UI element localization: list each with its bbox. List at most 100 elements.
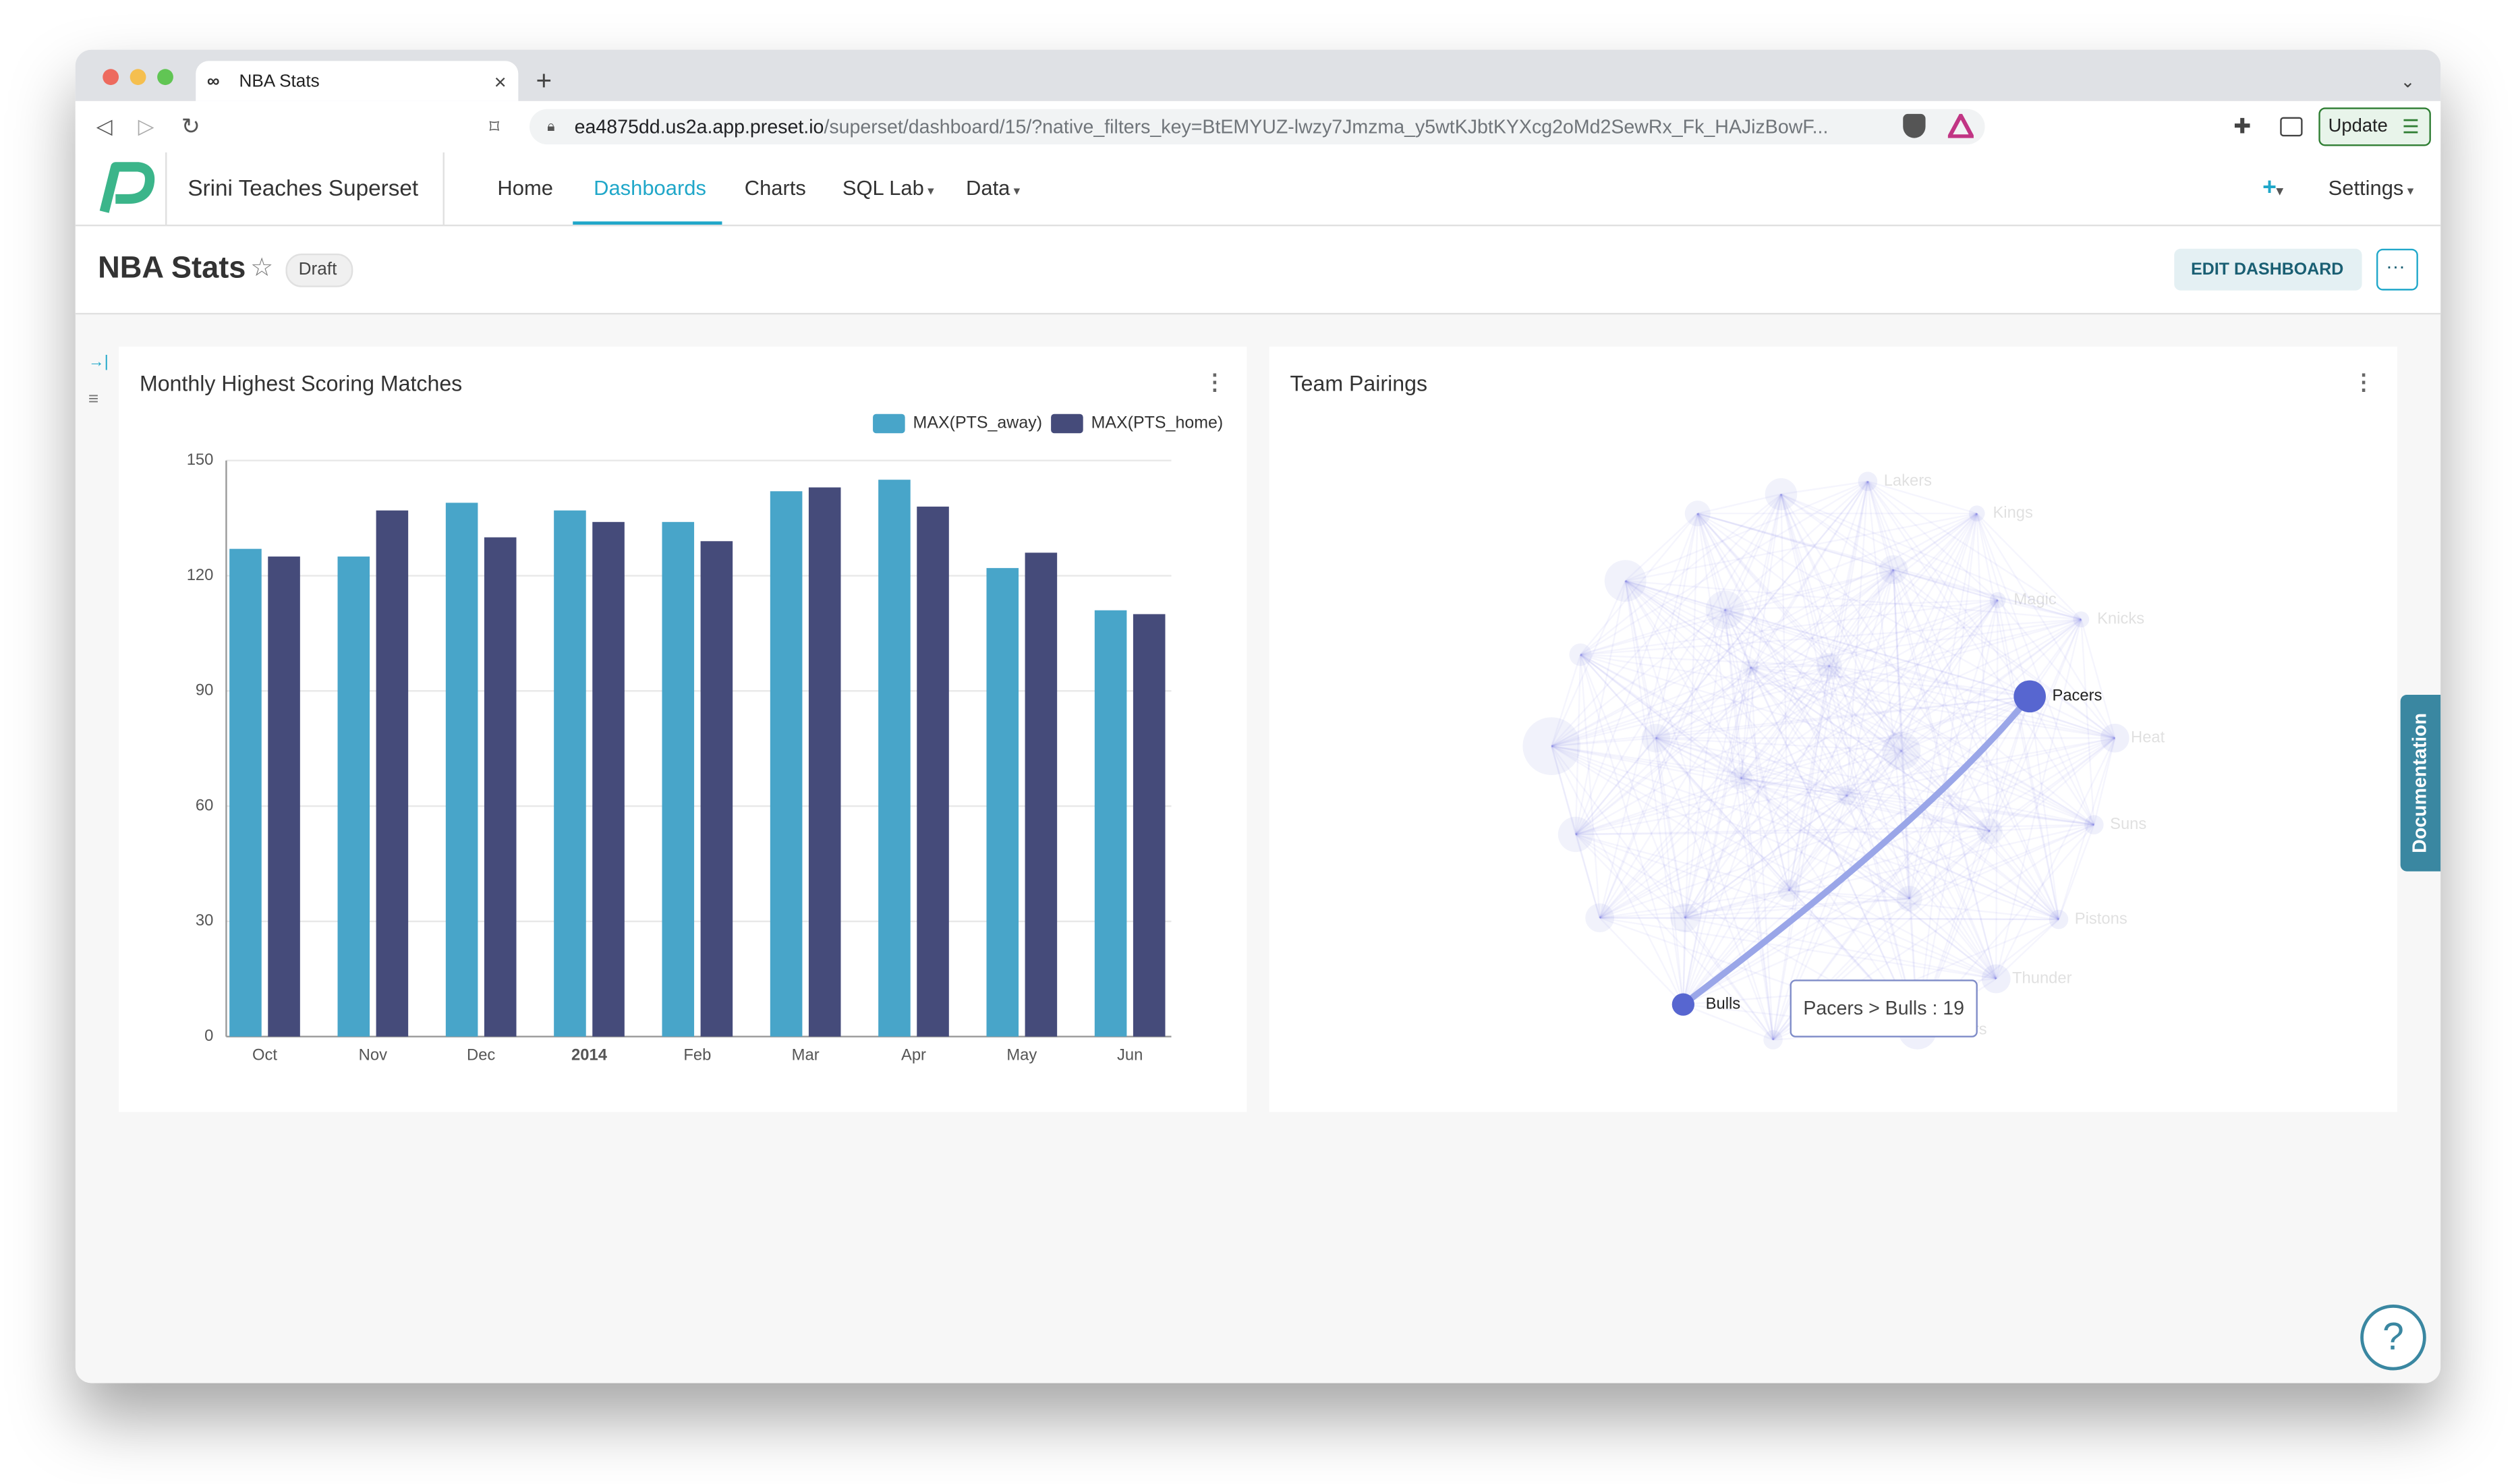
workspace-name[interactable]: Srini Teaches Superset — [188, 175, 419, 201]
app-navbar — [75, 152, 2441, 227]
extensions-button[interactable]: ✚ — [2233, 113, 2252, 138]
edge — [1740, 667, 1752, 778]
back-button[interactable]: ◁ — [96, 113, 113, 138]
edge — [1580, 654, 1829, 667]
edge — [1909, 830, 1991, 900]
settings-menu[interactable]: Settings ▾ — [2328, 175, 2414, 200]
tab-menu[interactable]: ⌄ — [2400, 73, 2415, 92]
edge — [1724, 609, 1774, 1040]
edge — [1740, 777, 1997, 980]
edge — [1724, 609, 1902, 752]
edge — [1575, 737, 2115, 836]
update-button[interactable] — [2318, 107, 2431, 146]
edge — [1682, 494, 1782, 1005]
edge — [1580, 654, 1918, 1031]
bar — [808, 487, 841, 1037]
chart-menu[interactable]: ⋮ — [1203, 370, 1226, 395]
active-underline — [573, 221, 722, 225]
edge — [1655, 737, 1910, 900]
edge — [1995, 919, 2059, 979]
favorite-star[interactable]: ☆ — [250, 255, 274, 283]
maximize-window[interactable] — [157, 69, 173, 86]
lock-icon: 🔒︎ — [547, 117, 555, 134]
edge — [1551, 745, 1848, 797]
node — [1522, 717, 1581, 775]
edge — [1655, 666, 1751, 739]
edge — [1599, 599, 1999, 919]
edit-dashboard-button[interactable] — [2174, 248, 2362, 291]
edge — [1780, 494, 1910, 899]
close-window[interactable] — [103, 69, 119, 86]
edge — [1551, 745, 2059, 921]
new-tab[interactable]: + — [536, 65, 552, 96]
chart-title: Monthly Highest Scoring Matches — [140, 371, 462, 395]
edge — [1989, 619, 2082, 832]
edge — [1780, 493, 1999, 601]
documentation-tab[interactable] — [2400, 695, 2441, 872]
filter-icon[interactable]: ≡ — [88, 390, 99, 409]
nav-item[interactable]: SQL Lab ▾ — [842, 175, 934, 200]
edge — [1551, 654, 1582, 747]
edge — [1696, 513, 1790, 891]
bookmark-button[interactable]: ⌑ — [489, 115, 500, 138]
edge — [1625, 579, 1725, 611]
edge — [1575, 666, 1752, 835]
browser-tab[interactable] — [196, 61, 519, 101]
edge — [1789, 890, 1910, 900]
nav-item[interactable]: Dashboards — [594, 175, 706, 200]
edge — [1655, 737, 1774, 1040]
edge — [1846, 737, 2115, 797]
nav-item[interactable]: Home — [497, 175, 553, 200]
node-label: Knicks — [2097, 609, 2144, 627]
bar — [1025, 552, 1058, 1037]
expand-filters[interactable]: →| — [88, 353, 109, 372]
x-tick-label: Dec — [467, 1046, 495, 1064]
forward-button[interactable]: ▷ — [138, 113, 154, 138]
edge — [1580, 654, 2059, 921]
minimize-window[interactable] — [130, 69, 146, 86]
logo[interactable] — [96, 159, 157, 217]
edge — [1551, 745, 1577, 835]
edge — [1916, 600, 1999, 1031]
edge — [1580, 654, 1910, 900]
edge — [1724, 569, 1894, 611]
edge — [1750, 667, 1918, 1031]
edge — [1780, 494, 1830, 666]
edge — [1682, 599, 1999, 1005]
edge — [1655, 738, 1686, 918]
nav-item[interactable]: Charts — [745, 175, 806, 200]
tab-close[interactable]: × — [494, 69, 507, 94]
edge — [1781, 480, 1868, 495]
chart-menu[interactable]: ⋮ — [2352, 370, 2374, 395]
edge — [1995, 600, 1999, 979]
rewards-icon[interactable] — [1947, 113, 1974, 138]
edge — [1580, 654, 2115, 739]
edge — [1780, 493, 2115, 739]
status-pill[interactable] — [285, 253, 353, 287]
edge — [1846, 750, 1902, 797]
edge — [1655, 513, 1978, 739]
add-button[interactable]: +▾ — [2262, 174, 2283, 202]
edge — [1740, 494, 1782, 778]
edge — [1624, 580, 1848, 797]
edge — [1908, 898, 1997, 979]
brave-shield[interactable] — [1903, 113, 1926, 138]
edge — [1575, 513, 1978, 835]
edge — [1625, 579, 2082, 621]
edge — [1696, 513, 1830, 666]
wallet-button[interactable] — [2280, 117, 2303, 137]
more-button[interactable] — [2376, 248, 2418, 291]
edge — [1997, 599, 2116, 739]
bar — [376, 510, 409, 1037]
help-button[interactable]: ? — [2360, 1304, 2426, 1371]
x-tick-label: Mar — [792, 1046, 820, 1064]
address-field[interactable] — [530, 109, 1985, 145]
edge — [1624, 580, 1657, 739]
reload-button[interactable]: ↻ — [181, 113, 200, 139]
nav-item[interactable]: Data ▾ — [966, 175, 1020, 200]
edge — [1624, 580, 1910, 899]
edge — [1901, 695, 2030, 752]
edge — [1579, 654, 1601, 918]
dashboard-title[interactable]: NBA Stats — [98, 252, 246, 286]
